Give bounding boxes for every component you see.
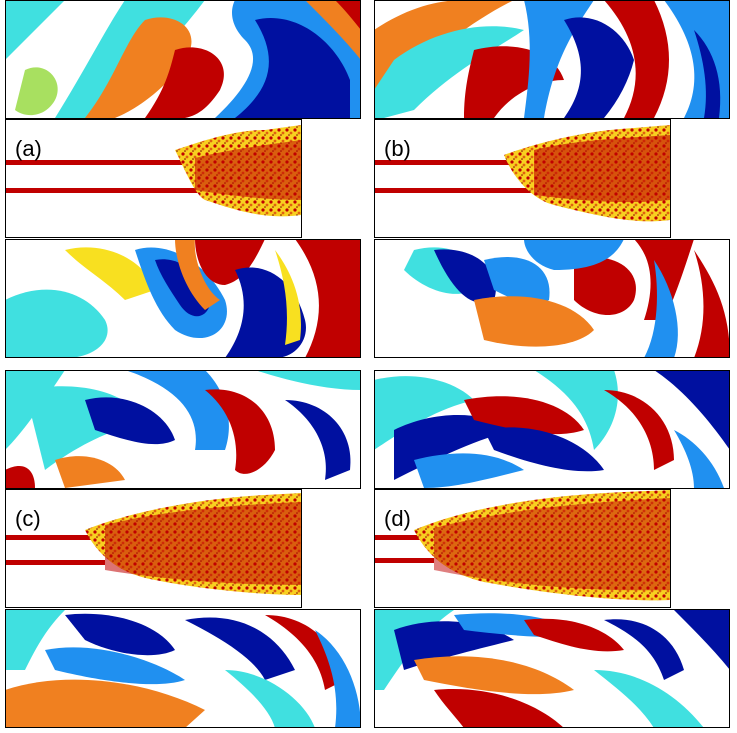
panel-label: (c): [15, 506, 41, 531]
panel-label: (a): [15, 136, 42, 161]
acoustic-field-bottom: [374, 609, 730, 728]
jet-field: [5, 489, 301, 608]
acoustic-field-bottom: [5, 239, 361, 358]
acoustic-field-top: [5, 0, 361, 118]
jet-field: [5, 119, 301, 238]
jet-field: [374, 119, 670, 238]
jet-field: [374, 489, 670, 608]
acoustic-field-top: [374, 0, 730, 118]
acoustic-field-bottom: [5, 609, 361, 728]
panel-label: (b): [384, 136, 411, 161]
figure-panel-c: (c): [5, 370, 361, 728]
figure-panel-a: (a): [5, 0, 361, 358]
figure-panel-b: (b): [374, 0, 730, 358]
acoustic-field-top: [374, 370, 730, 488]
acoustic-field-top: [5, 370, 361, 488]
figure-panel-d: (d): [374, 370, 730, 728]
panel-label: (d): [384, 506, 411, 531]
acoustic-field-bottom: [374, 239, 730, 358]
